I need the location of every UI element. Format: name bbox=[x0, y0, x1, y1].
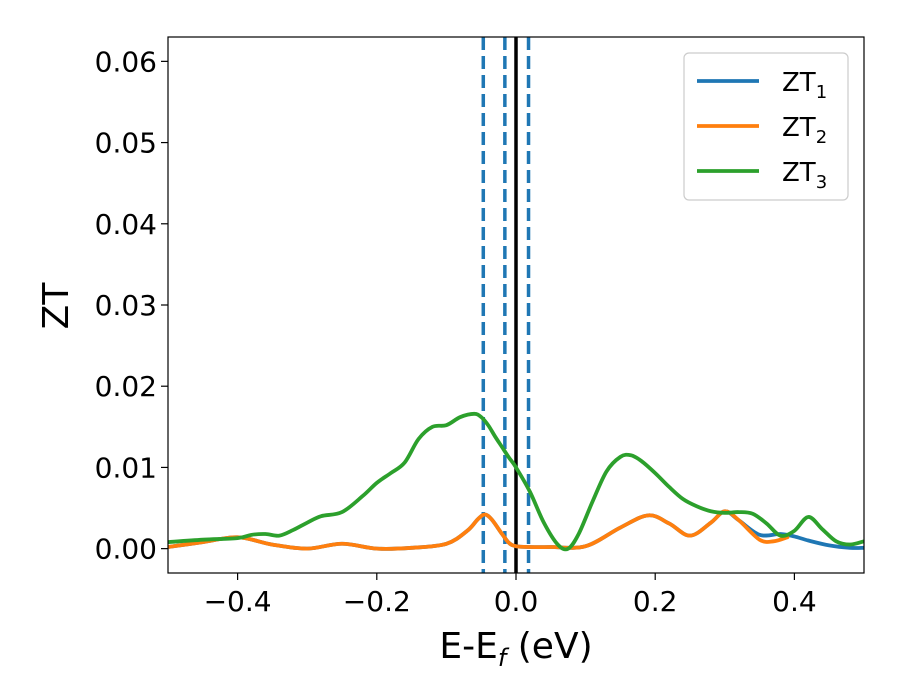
x-axis-ticks: −0.4 −0.2 0.0 0.2 0.4 bbox=[204, 573, 817, 618]
y-tick-label: 0.03 bbox=[95, 289, 157, 322]
y-tick-label: 0.01 bbox=[95, 451, 157, 484]
legend-box bbox=[683, 52, 849, 201]
legend-label-zt2: ZT2 bbox=[782, 113, 827, 148]
series-line-zt2 bbox=[168, 509, 790, 551]
series-lines bbox=[168, 411, 864, 552]
y-tick-label: 0.04 bbox=[95, 208, 157, 241]
x-tick-label: 0.2 bbox=[633, 585, 678, 618]
legend-label-zt3: ZT3 bbox=[782, 158, 827, 193]
reference-lines bbox=[481, 37, 531, 573]
x-tick-label: −0.2 bbox=[343, 585, 411, 618]
series-line-zt3 bbox=[168, 411, 864, 552]
y-tick-label: 0.00 bbox=[95, 533, 157, 566]
y-axis-title: ZT bbox=[36, 282, 77, 330]
x-tick-label: 0.4 bbox=[772, 585, 817, 618]
x-axis-title: E-Ef (eV) bbox=[439, 626, 592, 672]
y-tick-label: 0.06 bbox=[95, 45, 157, 78]
x-tick-label: −0.4 bbox=[204, 585, 272, 618]
y-tick-label: 0.02 bbox=[95, 370, 157, 403]
legend-label-zt1: ZT1 bbox=[782, 68, 827, 103]
x-tick-label: 0.0 bbox=[494, 585, 539, 618]
y-tick-label: 0.05 bbox=[95, 127, 157, 160]
legend: ZT1 ZT2 ZT3 bbox=[683, 52, 849, 201]
y-axis-ticks: 0.00 0.01 0.02 0.03 0.04 0.05 0.06 bbox=[95, 45, 168, 566]
